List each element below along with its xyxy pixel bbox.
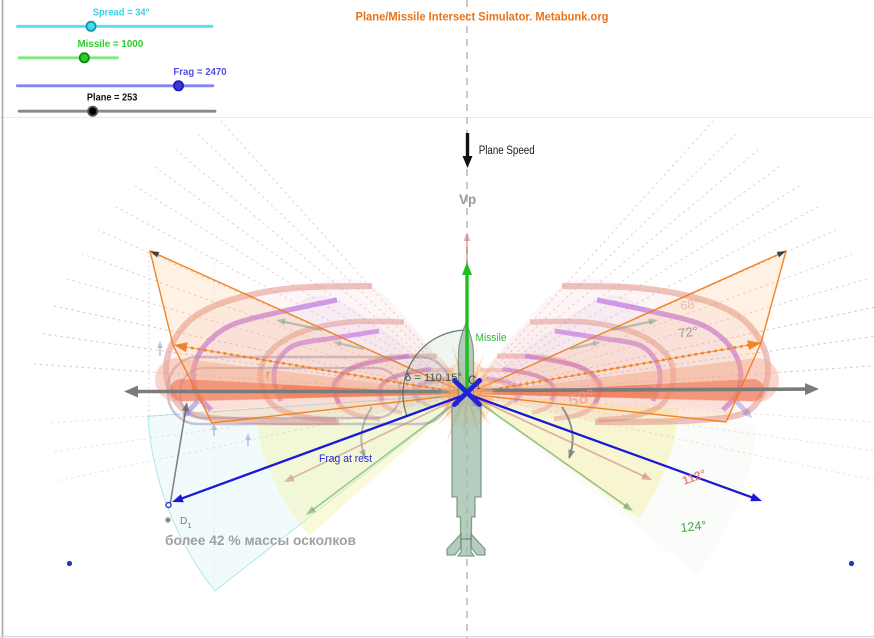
svg-text:72°: 72° — [677, 323, 699, 341]
svg-text:Frag at rest: Frag at rest — [319, 453, 372, 465]
svg-text:124°: 124° — [680, 518, 707, 535]
svg-text:δ = 110.15°: δ = 110.15° — [405, 372, 462, 384]
svg-text:1: 1 — [476, 381, 481, 391]
svg-text:Vp: Vp — [459, 192, 476, 207]
svg-text:Spread = 34°: Spread = 34° — [93, 8, 150, 19]
svg-text:более 42 % массы осколков: более 42 % массы осколков — [165, 533, 356, 548]
svg-text:D: D — [180, 516, 187, 527]
svg-text:Plane/Missile Intersect Simula: Plane/Missile Intersect Simulator. Metab… — [356, 10, 609, 24]
svg-text:1: 1 — [188, 521, 192, 530]
svg-text:C: C — [468, 375, 476, 387]
svg-text:г: г — [266, 369, 270, 381]
svg-text:Frag = 2470: Frag = 2470 — [173, 67, 227, 78]
svg-text:Plane = 253: Plane = 253 — [87, 92, 138, 103]
svg-text:Missile: Missile — [476, 332, 507, 344]
svg-text:68°: 68° — [679, 296, 700, 312]
svg-text:Missile = 1000: Missile = 1000 — [78, 39, 144, 50]
svg-text:Plane Speed: Plane Speed — [479, 145, 535, 157]
